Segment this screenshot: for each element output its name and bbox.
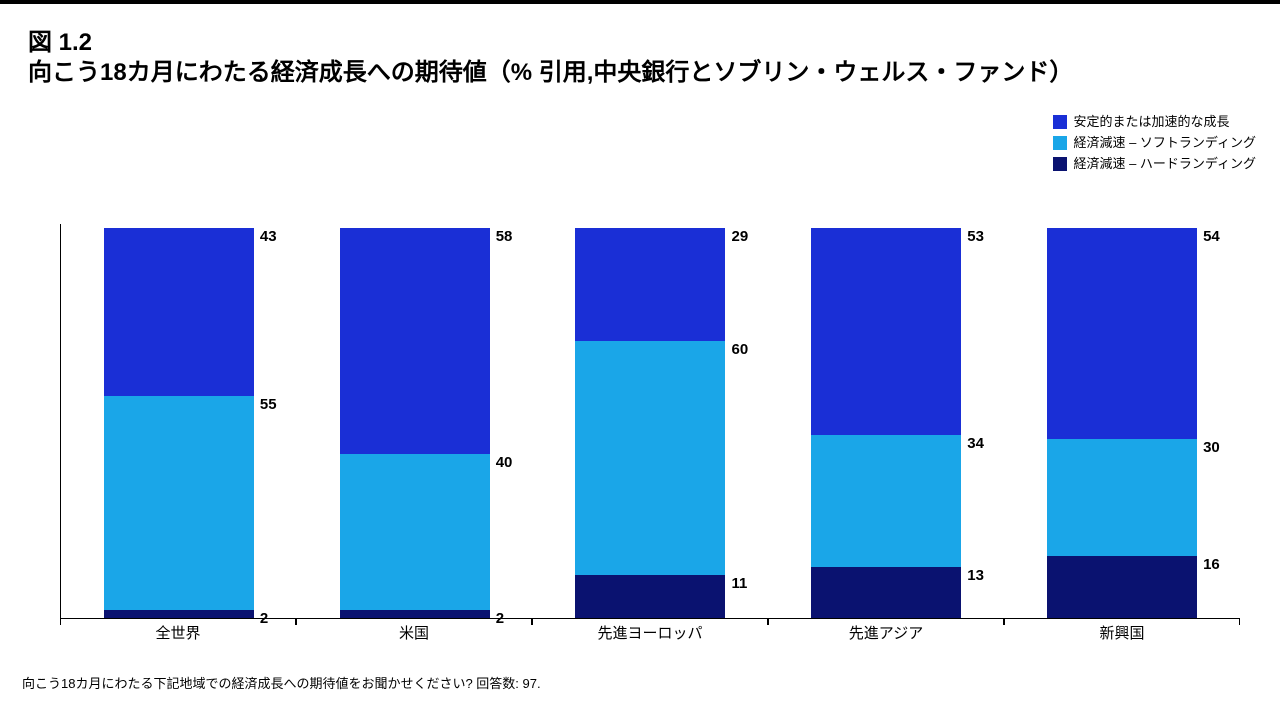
bar-segment-label: 55 [254, 396, 277, 413]
title-block: 図 1.2 向こう18カ月にわたる経済成長への期待値（% 引用,中央銀行とソブリ… [28, 22, 1252, 88]
bar-segment-label: 13 [961, 567, 984, 584]
bar-segment-soft: 55 [104, 396, 254, 611]
bar-group: 296011 [550, 228, 750, 618]
bar-segment-stable: 53 [811, 228, 961, 435]
bar-segment-stable: 43 [104, 228, 254, 396]
bars-row: 4355258402296011533413543016 [61, 224, 1240, 618]
bar-segment-hard: 11 [575, 575, 725, 618]
legend-swatch-stable [1053, 115, 1067, 129]
bar-segment-label: 40 [490, 454, 513, 471]
bar-stack: 296011 [575, 228, 725, 618]
bar-segment-label: 34 [961, 435, 984, 452]
axis-label: 新興国 [1022, 622, 1222, 643]
axis-label: 先進ヨーロッパ [550, 622, 750, 643]
bar-segment-hard: 2 [340, 610, 490, 618]
legend-swatch-soft [1053, 136, 1067, 150]
legend-item-stable: 安定的または加速的な成長 [1053, 112, 1256, 133]
bar-segment-label: 16 [1197, 556, 1220, 573]
legend-label-stable: 安定的または加速的な成長 [1073, 112, 1229, 133]
bar-segment-label: 43 [254, 228, 277, 245]
bar-segment-hard: 13 [811, 567, 961, 618]
bar-segment-label: 11 [725, 575, 747, 592]
bar-group: 533413 [786, 228, 986, 618]
bar-segment-label: 53 [961, 228, 984, 245]
axis-label: 先進アジア [786, 622, 986, 643]
axis-labels: 全世界 米国 先進ヨーロッパ 先進アジア 新興国 [60, 622, 1240, 643]
legend: 安定的または加速的な成長 経済減速 – ソフトランディング 経済減速 – ハード… [1053, 112, 1256, 174]
bar-segment-label: 60 [725, 341, 748, 358]
bar-segment-stable: 29 [575, 228, 725, 341]
legend-label-soft: 経済減速 – ソフトランディング [1073, 133, 1256, 154]
bar-group: 43552 [79, 228, 279, 618]
bar-stack: 58402 [340, 228, 490, 618]
bar-group: 58402 [315, 228, 515, 618]
bar-segment-label: 30 [1197, 439, 1220, 456]
bar-segment-label: 54 [1197, 228, 1220, 245]
bar-stack: 43552 [104, 228, 254, 618]
footnote: 向こう18カ月にわたる下記地域での経済成長への期待値をお聞かせください? 回答数… [22, 673, 541, 692]
bar-segment-soft: 60 [575, 341, 725, 575]
legend-item-soft: 経済減速 – ソフトランディング [1053, 133, 1256, 154]
figure-number: 図 1.2 [28, 22, 1252, 57]
bar-segment-label: 58 [490, 228, 513, 245]
legend-item-hard: 経済減速 – ハードランディング [1053, 154, 1256, 175]
bar-segment-label: 29 [725, 228, 748, 245]
bar-segment-hard: 16 [1047, 556, 1197, 618]
legend-swatch-hard [1053, 157, 1067, 171]
bar-segment-soft: 34 [811, 435, 961, 568]
bar-segment-stable: 58 [340, 228, 490, 454]
bar-stack: 543016 [1047, 228, 1197, 618]
bar-segment-soft: 40 [340, 454, 490, 610]
figure-title: 向こう18カ月にわたる経済成長への期待値（% 引用,中央銀行とソブリン・ウェルス… [28, 57, 1252, 88]
axis-label: 米国 [314, 622, 514, 643]
bar-stack: 533413 [811, 228, 961, 618]
bar-segment-stable: 54 [1047, 228, 1197, 439]
axis-label: 全世界 [78, 622, 278, 643]
bar-segment-hard: 2 [104, 610, 254, 618]
bar-segment-soft: 30 [1047, 439, 1197, 556]
legend-label-hard: 経済減速 – ハードランディング [1073, 154, 1256, 175]
chart-area: 4355258402296011533413543016 [60, 224, 1240, 619]
bar-group: 543016 [1022, 228, 1222, 618]
